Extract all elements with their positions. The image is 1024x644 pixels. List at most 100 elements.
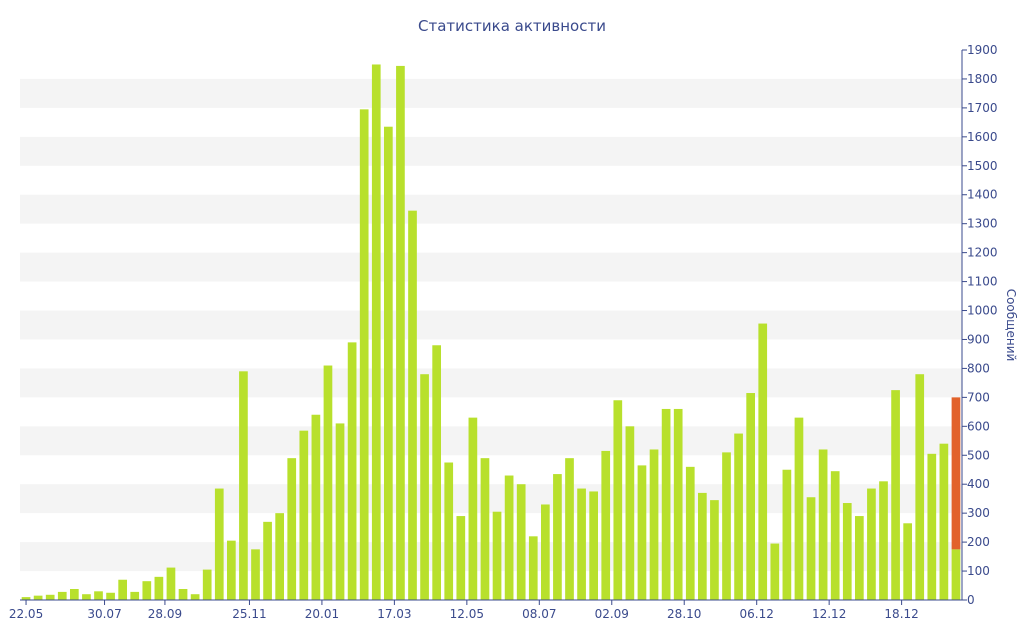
bar bbox=[697, 492, 707, 600]
y-tick-label: 1500 bbox=[967, 159, 998, 173]
x-tick-label: 12.05 bbox=[450, 607, 484, 621]
bar bbox=[734, 433, 743, 600]
y-tick-label: 400 bbox=[967, 477, 990, 491]
x-tick-label: 25.11 bbox=[232, 607, 266, 621]
x-tick-label: 30.07 bbox=[87, 607, 121, 621]
bar bbox=[33, 595, 43, 600]
bar bbox=[299, 430, 309, 600]
bar bbox=[178, 589, 188, 600]
bar bbox=[637, 465, 647, 600]
y-tick-label: 1400 bbox=[967, 188, 998, 202]
bar bbox=[82, 594, 91, 600]
bar bbox=[867, 488, 876, 600]
bar bbox=[661, 408, 671, 600]
y-tick-label: 0 bbox=[967, 593, 975, 607]
bar bbox=[408, 210, 417, 600]
bar bbox=[806, 497, 816, 600]
bar bbox=[915, 374, 925, 600]
y-tick-label: 1800 bbox=[967, 72, 998, 86]
bar bbox=[420, 374, 429, 600]
x-tick-label: 06.12 bbox=[740, 607, 774, 621]
bar bbox=[601, 450, 611, 600]
bar bbox=[480, 458, 490, 600]
bar bbox=[106, 592, 115, 600]
grid-band bbox=[20, 542, 962, 572]
y-tick-label: 800 bbox=[967, 361, 990, 375]
bar bbox=[577, 488, 586, 600]
bar bbox=[263, 521, 272, 600]
y-tick-label: 1000 bbox=[967, 304, 998, 318]
y-axis-title: Сообщений bbox=[1004, 289, 1018, 362]
bar bbox=[130, 591, 140, 600]
bar bbox=[239, 371, 248, 600]
bar bbox=[830, 471, 840, 600]
x-tick-label: 02.09 bbox=[595, 607, 629, 621]
bar bbox=[649, 449, 659, 600]
bar bbox=[540, 504, 550, 600]
bar bbox=[818, 449, 828, 600]
x-tick-label: 17.03 bbox=[377, 607, 411, 621]
bar bbox=[57, 591, 67, 600]
bar bbox=[444, 462, 454, 600]
y-tick-label: 1700 bbox=[967, 101, 998, 115]
bar bbox=[722, 452, 731, 600]
y-tick-label: 1200 bbox=[967, 246, 998, 260]
bar bbox=[879, 481, 888, 600]
bar bbox=[166, 567, 176, 600]
bar bbox=[251, 549, 260, 600]
bar bbox=[456, 516, 466, 600]
bar bbox=[685, 466, 695, 600]
grid-band bbox=[20, 252, 962, 282]
x-tick-label: 28.09 bbox=[148, 607, 182, 621]
bar bbox=[94, 591, 103, 600]
bar bbox=[214, 488, 224, 600]
y-tick-label: 1900 bbox=[967, 43, 998, 57]
bar bbox=[927, 453, 937, 600]
bar bbox=[275, 513, 285, 600]
x-tick-label: 12.12 bbox=[812, 607, 846, 621]
grid-band bbox=[20, 136, 962, 166]
x-axis: 22.05 30.07 28.09 25.11 20.01 17.03 12.05 08.07… bbox=[9, 599, 962, 621]
bar bbox=[710, 500, 719, 600]
bar bbox=[565, 458, 574, 600]
bar bbox=[154, 576, 164, 600]
y-tick-label: 100 bbox=[967, 564, 990, 578]
bar bbox=[951, 549, 961, 600]
grid-band bbox=[20, 426, 962, 456]
bar bbox=[613, 400, 623, 600]
x-tick-label: 22.05 bbox=[9, 607, 43, 621]
x-tick-label: 18.12 bbox=[884, 607, 918, 621]
chart-title: Статистика активности bbox=[418, 17, 606, 35]
bars-group bbox=[21, 64, 961, 601]
bar bbox=[190, 594, 200, 600]
y-tick-label: 500 bbox=[967, 448, 990, 462]
bar bbox=[468, 417, 478, 600]
y-axis: 0 100 200 300 400 500 600 700 800 900 1000 1100 1200… bbox=[961, 43, 998, 607]
y-tick-label: 1100 bbox=[967, 275, 998, 289]
bar bbox=[335, 423, 345, 600]
y-tick-label: 1600 bbox=[967, 130, 998, 144]
bar bbox=[359, 109, 369, 600]
y-tick-label: 300 bbox=[967, 506, 990, 520]
y-tick-label: 1300 bbox=[967, 217, 998, 231]
bar-highlight bbox=[951, 397, 961, 550]
x-tick-label: 28.10 bbox=[667, 607, 701, 621]
bar bbox=[770, 543, 780, 600]
bar bbox=[432, 345, 442, 600]
bar bbox=[202, 569, 212, 600]
bar bbox=[528, 536, 538, 600]
bar bbox=[383, 126, 393, 601]
bar bbox=[553, 474, 562, 600]
bar bbox=[891, 390, 900, 600]
y-tick-label: 200 bbox=[967, 535, 990, 549]
bar bbox=[45, 594, 55, 600]
grid-band bbox=[20, 368, 962, 398]
bar bbox=[794, 417, 804, 600]
bar bbox=[118, 579, 128, 600]
bar bbox=[854, 516, 864, 600]
bar bbox=[746, 393, 756, 600]
bar bbox=[903, 523, 913, 600]
x-tick-label: 20.01 bbox=[305, 607, 339, 621]
grid-band bbox=[20, 484, 962, 514]
bar bbox=[782, 469, 792, 600]
